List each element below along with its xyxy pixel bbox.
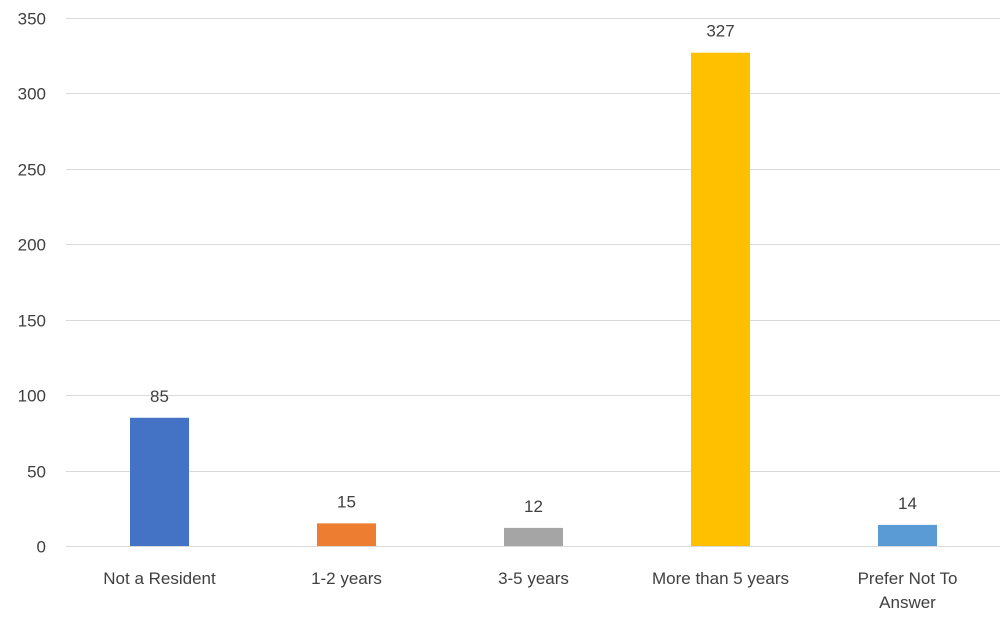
category-label: More than 5 years bbox=[652, 569, 789, 588]
data-labels: 85 15 12 327 14 bbox=[150, 22, 917, 516]
bar bbox=[691, 52, 750, 546]
category-label: 1-2 years bbox=[311, 569, 382, 588]
gridlines bbox=[66, 18, 1000, 547]
y-tick-label: 250 bbox=[18, 161, 46, 180]
bar bbox=[130, 417, 189, 546]
category-label: 3-5 years bbox=[498, 569, 569, 588]
bar bbox=[317, 523, 376, 546]
category-label: Prefer Not To bbox=[858, 569, 958, 588]
y-axis-ticks: 0 50 100 150 200 250 300 350 bbox=[18, 10, 46, 557]
y-tick-label: 350 bbox=[18, 10, 46, 29]
data-label: 14 bbox=[898, 494, 917, 513]
bar bbox=[878, 524, 937, 546]
y-tick-label: 50 bbox=[27, 463, 46, 482]
data-label: 15 bbox=[337, 492, 356, 511]
y-tick-label: 200 bbox=[18, 236, 46, 255]
category-label: Answer bbox=[879, 593, 936, 612]
y-tick-label: 150 bbox=[18, 312, 46, 331]
bars bbox=[130, 52, 937, 546]
data-label: 12 bbox=[524, 497, 543, 516]
data-label: 327 bbox=[706, 22, 734, 41]
bar bbox=[504, 527, 563, 546]
y-tick-label: 100 bbox=[18, 387, 46, 406]
y-tick-label: 300 bbox=[18, 85, 46, 104]
x-axis-categories: Not a Resident 1-2 years 3-5 years More tha… bbox=[103, 569, 957, 612]
category-label: Not a Resident bbox=[103, 569, 216, 588]
y-tick-label: 0 bbox=[37, 538, 46, 557]
data-label: 85 bbox=[150, 387, 169, 406]
